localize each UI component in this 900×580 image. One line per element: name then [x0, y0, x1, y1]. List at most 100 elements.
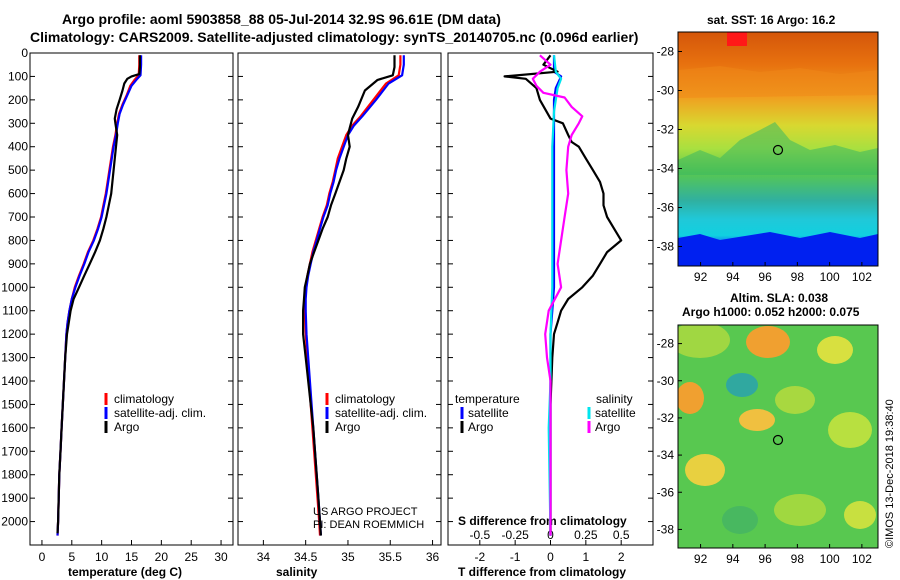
sla-blob: [678, 382, 704, 414]
sst-map-argo-marker: [772, 144, 784, 156]
legend-label-satellite: satellite-adj. clim.: [335, 406, 427, 420]
legend-heading-temperature: temperature: [455, 392, 520, 406]
map-x-tick-label: 100: [820, 270, 840, 284]
y-tick-label: 0: [21, 46, 28, 60]
temperature-panel: 0100200300400500600700800900100011001200…: [1, 46, 234, 579]
series-line-s-argo: [531, 54, 584, 536]
sst-map: sat. SST: 16 Argo: 16.2 92 94 96 98 100 102 -2…: [657, 13, 879, 284]
difference-panel: -2 -1 0 1 2-0.5 -0.25 0 0.25 0.5S difference fro…: [447, 52, 654, 579]
map-x-tick-label: 102: [852, 552, 872, 566]
map-y-tick-label: -34: [657, 448, 675, 462]
y-tick-label: 1900: [1, 491, 28, 505]
x-tick-label: 34: [257, 550, 271, 564]
sla-blob: [726, 373, 758, 397]
s-diff-axis-label: S difference from climatology: [458, 514, 627, 528]
s-diff-tick-label: -0.5: [469, 528, 490, 542]
x-tick-label: 0: [39, 550, 46, 564]
x-tick-label: -2: [474, 550, 485, 564]
sla-blob: [775, 386, 815, 414]
sla-blob: [817, 336, 853, 364]
y-tick-label: 1700: [1, 444, 28, 458]
y-tick-label: 1800: [1, 468, 28, 482]
map-y-tick-label: -38: [657, 522, 675, 536]
x-tick-label: 35.5: [379, 550, 403, 564]
sst-map-title: sat. SST: 16 Argo: 16.2: [707, 13, 836, 27]
x-tick-label: 5: [68, 550, 75, 564]
y-tick-label: 1300: [1, 351, 28, 365]
project-credit-line1: US ARGO PROJECT: [313, 506, 418, 518]
x-tick-label: 30: [214, 550, 228, 564]
project-credit-line2: PI: DEAN ROEMMICH: [313, 519, 424, 531]
y-tick-label: 700: [8, 210, 28, 224]
map-y-tick-label: -38: [657, 240, 675, 254]
legend-label-satellite: satellite-adj. clim.: [114, 406, 206, 420]
series-line-t-argo: [503, 54, 623, 536]
y-tick-label: 1600: [1, 421, 28, 435]
y-tick-label: 1500: [1, 397, 28, 411]
plot-frame: [237, 52, 442, 546]
s-diff-tick-label: 0.25: [574, 528, 598, 542]
y-tick-label: 1100: [2, 304, 28, 318]
x-tick-label: 10: [95, 550, 109, 564]
s-diff-tick-label: -0.25: [501, 528, 529, 542]
legend-label-argo: Argo: [114, 420, 140, 434]
map-x-tick-label: 98: [791, 270, 805, 284]
sla-blob: [746, 326, 790, 358]
sst-map-cold-water: [678, 232, 878, 266]
imos-credit: ©IMOS 13-Dec-2018 19:38:40: [884, 399, 896, 548]
map-x-tick-label: 96: [758, 552, 772, 566]
x-axis-label: temperature (deg C): [68, 565, 182, 579]
figure-title-line2: Climatology: CARS2009. Satellite-adjuste…: [30, 29, 638, 45]
y-tick-label: 900: [8, 257, 28, 271]
map-y-tick-label: -32: [657, 411, 675, 425]
sla-blob: [774, 494, 826, 526]
sst-map-warm-band: [678, 66, 878, 98]
y-tick-label: 1200: [1, 327, 28, 341]
sla-map-argo-marker: [772, 434, 784, 446]
y-tick-label: 800: [8, 233, 28, 247]
y-tick-label: 1000: [1, 280, 28, 294]
sla-blob: [678, 325, 730, 358]
sla-blob: [685, 454, 725, 486]
map-x-tick-label: 94: [726, 552, 740, 566]
sla-map-title-line2: Argo h1000: 0.052 h2000: 0.075: [682, 305, 860, 319]
x-tick-label: 2: [618, 550, 625, 564]
legend-label-t-argo: Argo: [468, 420, 494, 434]
legend-label-t-satellite: satellite: [468, 406, 509, 420]
y-tick-label: 1400: [1, 374, 28, 388]
y-tick-label: 400: [8, 140, 28, 154]
map-y-tick-label: -36: [657, 485, 675, 499]
y-tick-label: 200: [8, 93, 28, 107]
x-tick-label: 35: [341, 550, 355, 564]
difference-legend: temperature salinity satellite Argo sate…: [455, 392, 636, 434]
legend-label-s-satellite: satellite: [595, 406, 636, 420]
sla-map-title-line1: Altim. SLA: 0.038: [730, 291, 828, 305]
x-tick-label: 20: [155, 550, 169, 564]
legend-heading-salinity: salinity: [596, 392, 633, 406]
y-tick-label: 600: [8, 187, 28, 201]
map-y-tick-label: -28: [657, 45, 675, 59]
map-y-tick-label: -30: [657, 84, 675, 98]
map-x-tick-label: 102: [852, 270, 872, 284]
sla-blob: [722, 506, 758, 534]
map-x-tick-label: 92: [694, 552, 708, 566]
temperature-legend: climatology satellite-adj. clim. Argo: [104, 392, 206, 434]
legend-label-s-argo: Argo: [595, 420, 621, 434]
x-tick-label: -1: [510, 550, 521, 564]
x-tick-label: 1: [583, 550, 590, 564]
x-tick-label: 0: [547, 550, 554, 564]
y-tick-label: 500: [8, 163, 28, 177]
map-y-tick-label: -32: [657, 123, 675, 137]
map-frame: [677, 324, 879, 549]
x-axis-label: salinity: [276, 565, 318, 579]
plot-frame: [29, 52, 234, 546]
salinity-panel: 34 34.5 35 35.5 36 salinity: [237, 52, 442, 579]
x-tick-label: 25: [185, 550, 199, 564]
s-diff-tick-label: 0.5: [613, 528, 630, 542]
salinity-legend: climatology satellite-adj. clim. Argo US…: [313, 392, 427, 531]
map-frame: [677, 31, 879, 267]
x-tick-label: 34.5: [294, 550, 318, 564]
sla-blob: [844, 501, 876, 529]
map-x-tick-label: 92: [694, 270, 708, 284]
